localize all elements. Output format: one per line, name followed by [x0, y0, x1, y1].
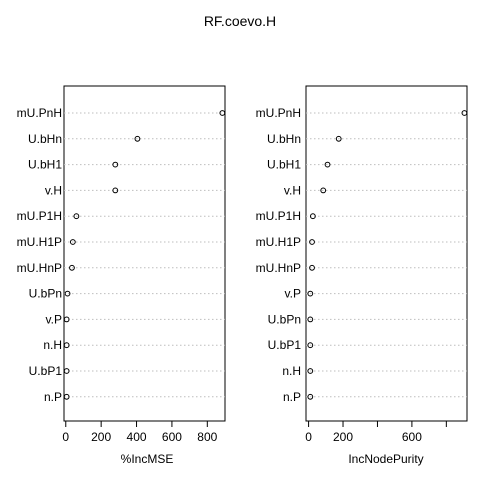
panel-incnodepurity-gridlines	[306, 112, 467, 398]
variable-label-U.bP1: U.bP1	[29, 364, 63, 378]
x-tick-label-200: 200	[91, 430, 111, 444]
point-U.bHn	[134, 135, 141, 142]
point-mU.PnH	[219, 110, 226, 116]
point-n.P	[63, 393, 70, 400]
panel-incnodepurity: mU.PnH U.bHn U.bH1 v.H mU.P1H mU.H1P mU.HnP v.P…	[256, 85, 468, 466]
variable-label-mU.P1H: mU.P1H	[17, 209, 62, 223]
variable-label-mU.PnH: mU.PnH	[256, 106, 301, 120]
variable-label-U.bHn: U.bHn	[267, 132, 301, 146]
panel-incnodepurity-variable-labels: mU.PnH U.bHn U.bH1 v.H mU.P1H mU.H1P mU.HnP v.P…	[256, 106, 302, 404]
variable-label-mU.HnP: mU.HnP	[17, 261, 62, 275]
point-v.H	[320, 187, 327, 194]
variable-label-n.P: n.P	[283, 390, 301, 404]
point-U.bH1	[112, 161, 119, 168]
variable-label-n.H: n.H	[43, 338, 62, 352]
x-tick-label-600: 600	[162, 430, 182, 444]
variable-label-v.P: v.P	[46, 312, 62, 326]
panel-incmse-variable-labels: mU.PnH U.bHn U.bH1 v.H mU.P1H mU.H1P mU.HnP U.b…	[17, 106, 63, 404]
point-mU.HnP	[309, 264, 315, 271]
variable-label-U.bHn: U.bHn	[28, 132, 62, 146]
variable-label-v.H: v.H	[284, 183, 301, 197]
x-tick-label-0: 0	[305, 430, 312, 444]
variable-label-U.bPn: U.bPn	[268, 312, 301, 326]
variable-label-n.H: n.H	[282, 364, 301, 378]
point-U.bHn	[335, 135, 342, 142]
x-tick-label-400: 400	[127, 430, 147, 444]
panel-incmse-x-axis-label: %IncMSE	[121, 452, 174, 466]
point-v.P	[63, 316, 70, 323]
x-tick-label-600: 600	[402, 430, 422, 444]
variable-label-mU.H1P: mU.H1P	[256, 235, 301, 249]
x-tick-label-200: 200	[333, 430, 353, 444]
panel-incnodepurity-x-axis-label: IncNodePurity	[348, 452, 423, 466]
variable-label-U.bPn: U.bPn	[29, 287, 62, 301]
variable-label-n.P: n.P	[44, 390, 62, 404]
x-tick-label-800: 800	[197, 430, 217, 444]
panel-incmse-gridlines	[64, 112, 225, 398]
panel-incnodepurity-points	[307, 110, 468, 400]
point-v.P	[307, 290, 314, 297]
point-n.H	[307, 368, 314, 374]
point-U.bPn	[64, 290, 71, 297]
panel-incmse-points	[63, 110, 226, 400]
variable-label-U.bP1: U.bP1	[268, 338, 302, 352]
point-n.H	[63, 342, 70, 349]
chart-title: RF.coevo.H	[204, 13, 276, 29]
point-n.P	[307, 393, 314, 400]
variable-label-mU.PnH: mU.PnH	[17, 106, 62, 120]
variable-label-mU.H1P: mU.H1P	[17, 235, 62, 249]
point-U.bPn	[307, 316, 314, 323]
point-mU.H1P	[309, 239, 315, 245]
panel-incnodepurity-x-axis: 0 200 600	[305, 420, 447, 444]
variable-label-mU.HnP: mU.HnP	[256, 261, 301, 275]
variable-label-U.bH1: U.bH1	[267, 158, 301, 172]
point-U.bH1	[324, 161, 331, 168]
point-v.H	[112, 187, 119, 194]
variable-label-U.bH1: U.bH1	[28, 158, 62, 172]
x-tick-label-0: 0	[62, 430, 69, 444]
point-mU.H1P	[69, 239, 76, 245]
variable-label-v.P: v.P	[285, 287, 301, 301]
point-mU.HnP	[69, 264, 75, 271]
point-mU.P1H	[309, 213, 316, 220]
point-U.bP1	[307, 342, 314, 349]
point-mU.PnH	[461, 110, 468, 116]
point-U.bP1	[63, 368, 70, 374]
point-mU.P1H	[73, 213, 80, 220]
variable-label-mU.P1H: mU.P1H	[256, 209, 301, 223]
panel-incmse-x-axis: 0 200 400 600 800	[62, 420, 218, 444]
panel-incmse: mU.PnH U.bHn U.bH1 v.H mU.P1H mU.H1P mU.HnP U.b…	[17, 85, 226, 466]
variable-label-v.H: v.H	[45, 183, 62, 197]
